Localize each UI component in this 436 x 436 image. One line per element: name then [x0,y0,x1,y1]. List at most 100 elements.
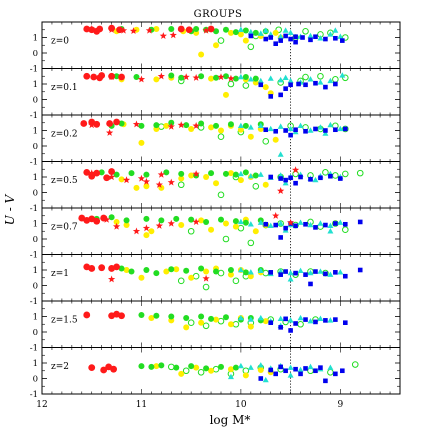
cyan-triangle-point [312,176,319,183]
red-star-point [88,121,96,129]
green-circle-point [232,75,239,82]
blue-square-point [268,367,274,373]
green-circle-point [242,27,249,34]
green-circle-point [168,25,175,32]
blue-square-point [268,320,274,325]
blue-square-point [263,36,269,42]
cyan-triangle-point [297,219,304,225]
green-open-circle-point [217,191,225,199]
panel-z-2: -1 0 1 z=2 [30,347,401,400]
yellow-circle-point [163,122,170,129]
cyan-triangle-point [267,222,274,229]
green-circle-point [153,312,160,319]
red-filled-point [96,74,104,82]
cyan-triangle-point [317,315,324,322]
green-circle-point [158,217,165,224]
yellow-circle-point [203,268,210,275]
red-filled-point [88,265,96,272]
green-open-circle-point [342,74,349,82]
yellow-circle-point [222,91,229,98]
yellow-circle-point [173,266,180,273]
yellow-circle-point [247,133,254,140]
green-circle-point [153,122,160,129]
blue-square-point [340,38,345,43]
green-open-circle-point [332,172,339,179]
blue-square-point [333,270,338,275]
green-open-circle-point [322,169,329,176]
panel-frame [41,161,401,209]
yellow-circle-point [237,177,244,184]
cyan-triangle-point [237,314,244,321]
yellow-circle-point [163,268,170,275]
green-circle-point [158,362,165,369]
blue-square-point [303,221,308,227]
green-open-circle-point [232,277,240,285]
cyan-triangle-point [237,266,244,273]
green-circle-point [188,216,195,223]
blue-square-point [288,175,293,181]
cyan-triangle-point [277,220,284,226]
cyan-triangle-point [297,122,304,129]
green-circle-point [198,73,205,80]
blue-square-point [278,272,283,277]
blue-square-point [300,35,305,40]
blue-square-point [313,225,318,230]
green-circle-point [148,363,155,370]
green-circle-point [143,171,150,178]
green-circle-point [208,315,215,322]
green-circle-point [133,74,140,81]
green-circle-point [138,363,145,370]
yellow-circle-point [118,176,125,183]
cyan-triangle-point [262,376,269,383]
red-star-point [217,73,225,81]
green-circle-point [242,122,249,129]
y-tick-label: 0 [33,189,38,199]
green-open-circle-point [192,272,200,280]
y-tick-label: 0 [33,49,38,59]
red-filled-point [103,174,111,182]
y-tick-label: 0 [33,282,38,292]
red-star-point [157,72,165,80]
y-tick-label: 0 [33,142,38,152]
green-circle-point [242,74,249,81]
blue-square-point [273,371,278,377]
cyan-triangle-point [327,222,334,229]
cyan-triangle-point [282,27,289,33]
green-circle-point [218,216,224,223]
blue-square-point [268,35,274,40]
yellow-circle-point [227,271,234,278]
red-star-point [132,227,141,235]
green-circle-point [252,75,259,82]
green-circle-point [163,169,170,176]
red-star-point [137,174,146,182]
red-filled-point [113,263,120,271]
blue-square-point [288,328,293,333]
red-star-point [157,170,165,178]
red-star-point [108,25,116,33]
red-star-point [192,170,200,177]
cyan-triangle-point [327,271,334,277]
blue-square-point [288,82,293,88]
green-open-circle-point [202,322,210,330]
blue-square-point [318,365,323,370]
yellow-circle-point [133,184,140,191]
yellow-circle-point [218,127,224,134]
green-circle-point [183,122,190,129]
cyan-triangle-point [262,27,269,33]
y-tick-label: -1 [30,297,38,307]
green-open-circle-point [342,125,349,133]
cyan-triangle-point [247,173,254,179]
green-open-circle-point [262,138,270,145]
panel-label: z=0.1 [51,83,78,93]
green-open-circle-point [247,239,255,247]
cyan-triangle-point [287,29,294,36]
panel-label: z=0 [51,37,69,47]
blue-square-point [293,270,298,276]
green-open-circle-point [262,269,270,277]
cyan-triangle-point [257,122,264,129]
green-open-circle-point [197,369,205,376]
panel-label: z=2 [51,362,69,372]
blue-square-point [338,176,343,181]
yellow-circle-point [113,218,120,225]
